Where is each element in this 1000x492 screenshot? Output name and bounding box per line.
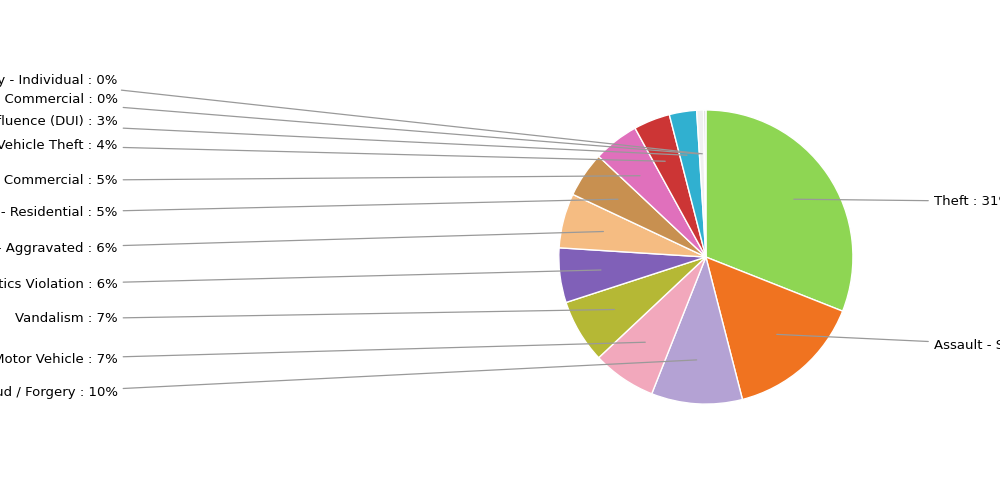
Wedge shape <box>652 257 742 404</box>
Text: Burglary - Commercial : 5%: Burglary - Commercial : 5% <box>0 174 640 187</box>
Wedge shape <box>573 156 706 257</box>
Wedge shape <box>669 110 706 257</box>
Wedge shape <box>566 257 706 358</box>
Text: Assault - Aggravated : 6%: Assault - Aggravated : 6% <box>0 232 603 255</box>
Wedge shape <box>559 248 706 303</box>
Text: Driving Under the Influence (DUI) : 3%: Driving Under the Influence (DUI) : 3% <box>0 115 687 155</box>
Text: Fraud / Forgery : 10%: Fraud / Forgery : 10% <box>0 360 697 399</box>
Wedge shape <box>599 128 706 257</box>
Wedge shape <box>559 194 706 257</box>
Wedge shape <box>697 110 706 257</box>
Wedge shape <box>704 110 706 257</box>
Text: Motor Vehicle Theft : 4%: Motor Vehicle Theft : 4% <box>0 139 665 161</box>
Text: Assault - Simple : 15%: Assault - Simple : 15% <box>777 335 1000 352</box>
Text: Theft : 31%: Theft : 31% <box>794 195 1000 208</box>
Wedge shape <box>706 110 853 311</box>
Text: Vandalism : 7%: Vandalism : 7% <box>15 309 614 325</box>
Text: Robbery - Commercial : 0%: Robbery - Commercial : 0% <box>0 93 699 154</box>
Wedge shape <box>599 257 706 394</box>
Text: Burglary from Motor Vehicle : 7%: Burglary from Motor Vehicle : 7% <box>0 342 645 367</box>
Text: Burglary - Residential : 5%: Burglary - Residential : 5% <box>0 199 618 219</box>
Text: Drugs / Narcotics Violation : 6%: Drugs / Narcotics Violation : 6% <box>0 270 601 291</box>
Text: Robbery - Individual : 0%: Robbery - Individual : 0% <box>0 74 702 154</box>
Wedge shape <box>635 115 706 257</box>
Wedge shape <box>706 257 843 400</box>
